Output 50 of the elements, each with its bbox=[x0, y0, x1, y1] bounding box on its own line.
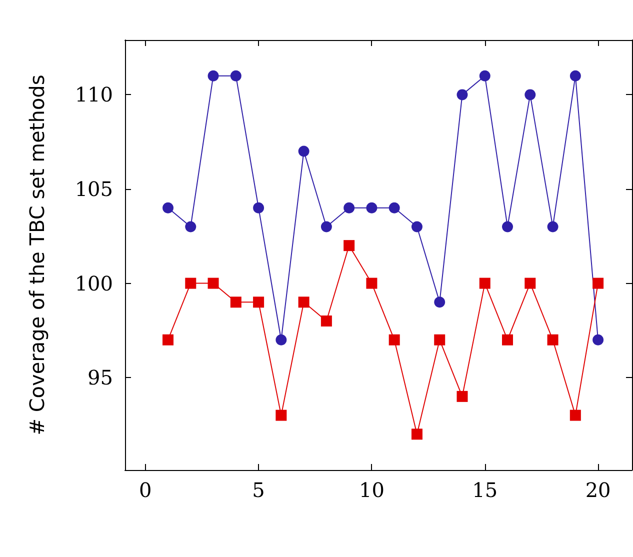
point bbox=[434, 334, 446, 346]
point bbox=[479, 278, 490, 289]
point bbox=[592, 278, 604, 289]
point bbox=[502, 334, 514, 346]
y-tick-label: 95 bbox=[88, 366, 113, 390]
point bbox=[344, 240, 355, 252]
point bbox=[208, 70, 219, 82]
point bbox=[253, 202, 264, 214]
point bbox=[298, 296, 310, 308]
point bbox=[456, 89, 468, 100]
point bbox=[320, 221, 332, 232]
point bbox=[388, 334, 400, 346]
y-axis-title: # Coverage of the TBC set methods bbox=[25, 74, 49, 436]
point bbox=[320, 316, 332, 327]
point bbox=[185, 278, 196, 289]
point bbox=[253, 296, 264, 308]
x-tick-label: 10 bbox=[358, 478, 384, 502]
point bbox=[570, 410, 581, 421]
point bbox=[479, 70, 490, 82]
point bbox=[276, 410, 287, 421]
point bbox=[411, 428, 422, 440]
point bbox=[276, 334, 287, 346]
point bbox=[547, 221, 558, 232]
point bbox=[344, 202, 355, 214]
y-tick-label: 100 bbox=[74, 271, 113, 296]
point bbox=[298, 146, 310, 157]
y-tick-label: 105 bbox=[74, 176, 113, 201]
point bbox=[366, 278, 378, 289]
y-tick-label: 110 bbox=[74, 82, 113, 107]
point bbox=[434, 296, 446, 308]
point bbox=[570, 70, 581, 82]
point bbox=[524, 278, 536, 289]
point bbox=[366, 202, 378, 214]
point bbox=[547, 334, 558, 346]
point bbox=[524, 89, 536, 100]
point bbox=[162, 202, 174, 214]
x-tick-label: 0 bbox=[139, 478, 152, 502]
point bbox=[230, 70, 242, 82]
point bbox=[592, 334, 604, 346]
point bbox=[230, 296, 242, 308]
x-tick-label: 5 bbox=[252, 478, 265, 502]
point bbox=[502, 221, 514, 232]
x-tick-label: 15 bbox=[472, 478, 498, 502]
point bbox=[162, 334, 174, 346]
point bbox=[388, 202, 400, 214]
point bbox=[208, 278, 219, 289]
point bbox=[411, 221, 422, 232]
point bbox=[185, 221, 196, 232]
point bbox=[456, 390, 468, 402]
x-tick-label: 20 bbox=[585, 478, 611, 502]
